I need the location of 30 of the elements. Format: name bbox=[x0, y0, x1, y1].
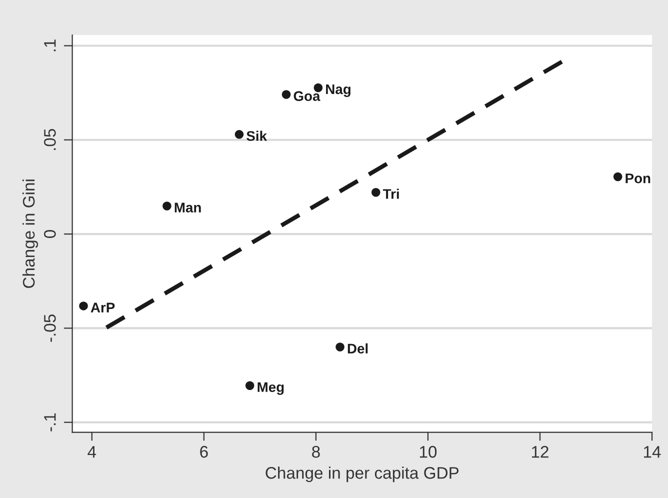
x-tick-label: 10 bbox=[420, 446, 437, 458]
point bbox=[162, 202, 172, 210]
point bbox=[613, 172, 622, 182]
point bbox=[282, 90, 291, 99]
annotation: Pon bbox=[626, 174, 650, 184]
x-tick-label: 8 bbox=[312, 446, 320, 458]
y-tick-label: .1 bbox=[44, 40, 56, 52]
y-tick-label: 0 bbox=[44, 230, 56, 238]
point bbox=[79, 302, 88, 310]
annotation: Goa bbox=[294, 91, 320, 102]
point bbox=[336, 342, 344, 352]
annotation: ArP bbox=[90, 302, 115, 312]
y-tick-label: -.05 bbox=[44, 314, 56, 342]
annotation: Man bbox=[174, 202, 201, 212]
x-axis-title: Change in per capita GDP bbox=[266, 466, 459, 482]
annotation: Sik bbox=[246, 130, 268, 141]
x-tick-label: 6 bbox=[200, 446, 208, 458]
point bbox=[371, 188, 380, 197]
point bbox=[245, 381, 254, 390]
y-tick-label: .05 bbox=[44, 128, 56, 150]
annotation: Tri bbox=[382, 188, 399, 199]
x-tick-label: 14 bbox=[644, 446, 661, 458]
y-axis-title: Change in Gini bbox=[22, 180, 38, 288]
x-tick-label: 12 bbox=[532, 446, 548, 458]
y-tick-label: -.1 bbox=[44, 413, 56, 432]
annotation: Nag bbox=[326, 84, 350, 97]
x-tick-label: 4 bbox=[88, 446, 96, 458]
annotation: Meg bbox=[258, 382, 284, 395]
annotation: Del bbox=[348, 343, 368, 354]
point bbox=[234, 130, 244, 139]
